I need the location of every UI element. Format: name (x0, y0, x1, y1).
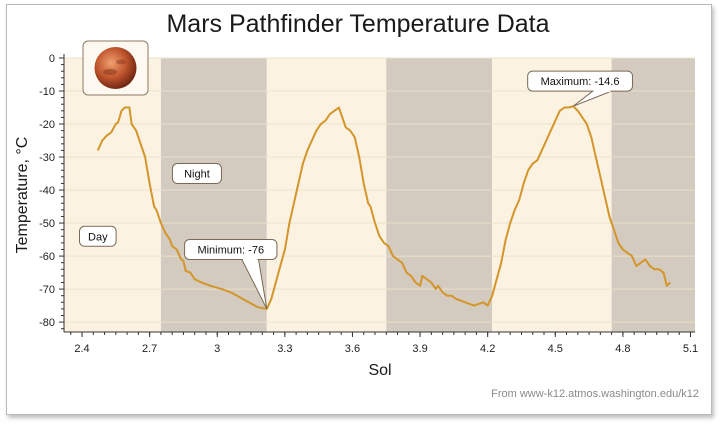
y-tick-label-2: -20 (39, 119, 55, 131)
mars-icon (82, 40, 149, 96)
band-day-0 (64, 58, 161, 332)
annotation-1-text: Maximum: -14.6 (541, 76, 620, 88)
y-tick-label-1: -10 (39, 86, 55, 98)
band-label-day: Day (79, 225, 117, 247)
x-tick-label-2: 3 (214, 343, 220, 355)
band-day-4 (492, 58, 612, 332)
x-tick-label-7: 4.5 (548, 343, 563, 355)
annotation-pointer-1 (572, 90, 612, 107)
annotation-1: Maximum: -14.6 (527, 70, 633, 92)
mars-icon-spot (116, 59, 126, 65)
band-label-day-box (79, 225, 117, 247)
annotation-0-text: Minimum: -76 (197, 244, 264, 256)
mars-icon-disk (94, 47, 137, 89)
x-axis-label: Sol (368, 362, 392, 379)
x-tick-label-3: 3.3 (277, 343, 292, 355)
y-tick-label-7: -70 (39, 284, 55, 296)
y-tick-label-5: -50 (39, 218, 55, 230)
y-tick-label-0: 0 (49, 53, 55, 65)
x-tick-label-9: 5.1 (683, 343, 698, 355)
chart-title: Mars Pathfinder Temperature Data (166, 10, 550, 38)
y-tick-label-6: -60 (39, 251, 55, 263)
series-line-0 (96, 105, 671, 310)
annotation-pointer-0 (241, 259, 268, 310)
band-night-1 (160, 58, 267, 332)
band-night-5 (611, 58, 695, 332)
x-tick-label-4: 3.6 (345, 343, 360, 355)
annotation-0: Minimum: -76 (184, 238, 278, 260)
x-tick-label-5: 3.9 (412, 343, 427, 355)
annotation-0-box (184, 238, 278, 260)
x-tick-label-6: 4.2 (480, 343, 495, 355)
y-tick-label-4: -40 (39, 185, 55, 197)
band-label-night-text: Night (184, 169, 210, 181)
x-tick-label-8: 4.8 (615, 343, 630, 355)
mars-icon-spot (103, 69, 117, 75)
y-tick-label-3: -30 (39, 152, 55, 164)
y-tick-label-8: -80 (39, 317, 55, 329)
x-tick-label-0: 2.4 (74, 343, 89, 355)
source-note: From www-k12.atmos.washington.edu/k12 (491, 388, 699, 400)
band-label-day-text: Day (88, 231, 108, 243)
band-label-night-box (171, 163, 222, 185)
annotation-1-box (527, 70, 633, 92)
band-night-3 (386, 58, 493, 332)
band-label-night: Night (171, 163, 222, 185)
band-day-2 (266, 58, 387, 332)
x-tick-label-1: 2.7 (142, 343, 157, 355)
